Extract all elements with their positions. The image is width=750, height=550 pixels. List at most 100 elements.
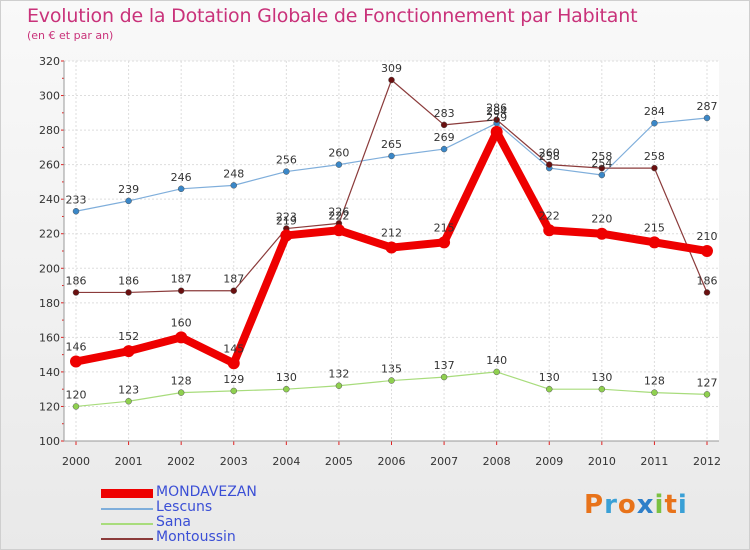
data-label: 223	[276, 211, 297, 224]
data-point	[122, 345, 135, 358]
data-point	[230, 182, 237, 189]
data-point	[125, 289, 132, 296]
data-label: 215	[644, 221, 665, 234]
y-tick-label: 200	[39, 262, 60, 275]
data-point	[177, 389, 185, 396]
data-label: 140	[486, 354, 507, 367]
x-tick-label: 2012	[693, 455, 721, 468]
legend-swatch	[101, 489, 153, 498]
data-label: 286	[486, 102, 507, 115]
data-label: 123	[118, 383, 139, 396]
data-point	[546, 385, 553, 393]
y-tick-label: 260	[39, 159, 60, 172]
data-label: 137	[434, 359, 455, 372]
data-point	[283, 168, 290, 175]
data-point	[125, 197, 132, 205]
x-tick-label: 2004	[272, 455, 300, 468]
data-point	[125, 398, 132, 405]
data-label: 212	[381, 227, 402, 240]
data-label: 145	[223, 342, 244, 355]
chart-subtitle: (en € et par an)	[27, 29, 114, 42]
data-point	[175, 331, 188, 344]
data-label: 284	[644, 105, 665, 118]
data-point	[332, 224, 345, 237]
data-label: 160	[171, 316, 192, 329]
data-label: 128	[644, 375, 665, 388]
data-point	[490, 125, 503, 138]
data-point	[546, 161, 553, 168]
data-point	[598, 164, 606, 172]
y-tick-label: 120	[39, 400, 60, 413]
data-label: 146	[66, 341, 87, 354]
data-label: 287	[697, 100, 718, 113]
data-label: 219	[276, 214, 297, 227]
data-point	[651, 119, 658, 127]
data-point	[388, 76, 395, 84]
legend-swatch	[101, 523, 153, 525]
data-point	[648, 236, 661, 249]
x-tick-label: 2000	[62, 455, 90, 468]
data-point	[335, 161, 343, 168]
data-point	[438, 236, 451, 249]
x-tick-label: 2009	[535, 455, 563, 468]
x-tick-label: 2007	[430, 455, 458, 468]
data-point	[598, 385, 606, 393]
data-label: 130	[591, 371, 612, 384]
legend-swatch	[101, 538, 153, 540]
data-label: 269	[434, 131, 455, 144]
data-label: 258	[644, 150, 665, 163]
legend-label: Lescuns	[156, 499, 213, 515]
data-point	[440, 121, 448, 129]
data-point	[72, 289, 80, 296]
data-label: 233	[66, 193, 87, 206]
x-tick-label: 2010	[588, 455, 616, 468]
y-tick-label: 280	[39, 124, 60, 137]
data-label: 226	[328, 205, 349, 218]
x-tick-label: 2011	[640, 455, 668, 468]
data-label: 284	[486, 105, 507, 118]
data-label: 258	[591, 150, 612, 163]
data-label: 309	[381, 62, 402, 75]
data-label: 265	[381, 138, 402, 151]
data-label: 260	[328, 147, 349, 160]
data-point	[72, 403, 80, 410]
x-tick-label: 2003	[220, 455, 248, 468]
data-label: 129	[223, 373, 244, 386]
data-label: 222	[328, 209, 349, 222]
data-label: 186	[66, 274, 87, 287]
data-point	[440, 373, 448, 381]
data-point	[703, 391, 711, 398]
data-point	[595, 227, 608, 240]
data-label: 239	[118, 183, 139, 196]
y-tick-label: 320	[39, 55, 60, 68]
data-point	[493, 368, 500, 376]
data-point	[598, 171, 606, 179]
data-label: 127	[697, 376, 718, 389]
data-label: 246	[171, 171, 192, 184]
data-label: 135	[381, 363, 402, 376]
data-point	[385, 241, 398, 254]
data-label: 130	[276, 371, 297, 384]
data-label: 254	[591, 157, 612, 170]
data-label: 258	[539, 150, 560, 163]
data-point	[230, 287, 237, 294]
data-point	[440, 145, 448, 153]
data-label: 283	[434, 107, 455, 120]
data-point	[230, 387, 237, 395]
x-tick-label: 2006	[378, 455, 406, 468]
x-tick-label: 2002	[167, 455, 195, 468]
y-tick-label: 100	[39, 435, 60, 448]
data-point	[177, 185, 185, 193]
data-point	[280, 229, 293, 242]
data-point	[651, 389, 658, 396]
y-tick-label: 180	[39, 297, 60, 310]
y-tick-label: 160	[39, 331, 60, 344]
legend-label: Sana	[156, 514, 191, 530]
legend-label: Montoussin	[156, 529, 236, 545]
data-point	[703, 289, 711, 296]
x-tick-label: 2001	[115, 455, 143, 468]
data-point	[70, 355, 82, 368]
data-label: 186	[697, 274, 718, 287]
data-label: 210	[697, 230, 718, 243]
